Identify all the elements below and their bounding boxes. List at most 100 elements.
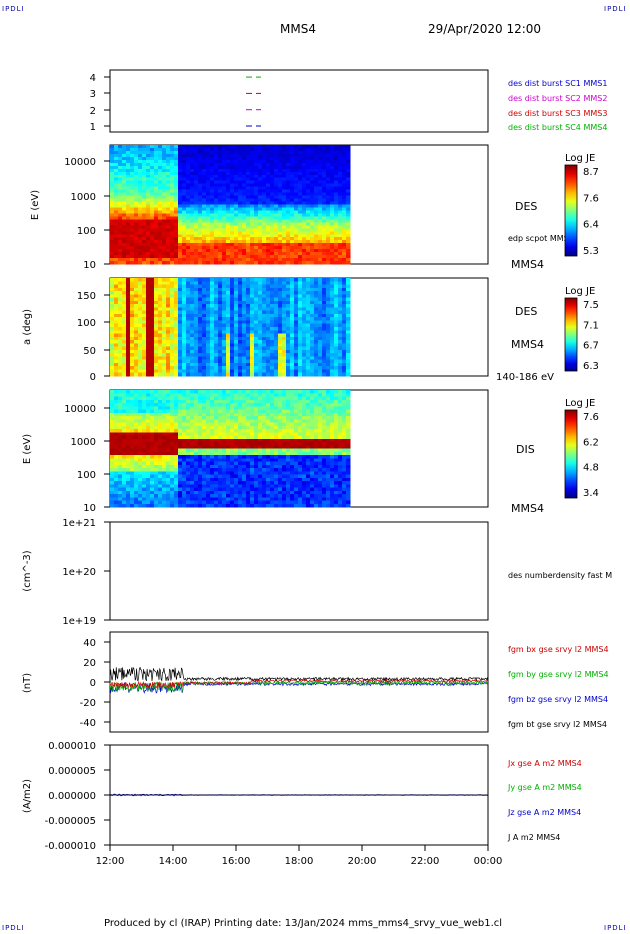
des-pitch-cell [302,320,307,325]
des-pitch-cell [182,362,187,367]
des-pitch-cell [334,287,339,292]
des-energy-cell [242,156,247,161]
des-pitch-cell [290,307,295,312]
des-pitch-cell [150,343,155,348]
des-energy-cell [194,180,199,185]
des-pitch-cell [118,349,123,354]
des-energy-cell [242,201,247,206]
dis-energy-cell [182,445,187,450]
dis-energy-cell [178,490,183,495]
des-energy-cell [242,246,247,250]
des-energy-cell [198,168,203,173]
des-energy-cell [142,225,147,229]
des-pitch-cell [254,333,259,338]
dis-energy-cell [134,406,139,411]
des-energy-cell [302,255,307,259]
des-energy-cell [334,165,339,170]
des-energy-cell [218,246,223,250]
des-energy-cell [238,213,243,218]
des-pitch-cell [122,359,127,364]
des-energy-cell [206,252,211,256]
des-energy-cell [114,240,119,244]
dis-energy-cell [122,458,127,463]
des-energy-cell [174,201,179,206]
des-energy-cell [118,240,123,244]
des-energy-cell [258,162,263,167]
des-energy-cell [270,145,275,149]
des-energy-cell [334,174,339,179]
des-pitch-cell [302,369,307,374]
des-pitch-cell [302,346,307,351]
des-energy-cell [138,162,143,167]
des-pitch-cell [226,356,231,361]
des-pitch-cell [254,330,259,335]
des-pitch-cell [150,366,155,371]
des-energy-cell [322,153,327,158]
des-pitch-cell [250,369,255,374]
dis-energy-cell [114,451,119,456]
des-pitch-cell [246,323,251,328]
des-energy-cell [170,240,175,244]
des-pitch-cell [346,333,351,338]
des-pitch-cell [226,297,231,302]
des-pitch-cell [330,343,335,348]
dis-energy-cell [186,494,191,498]
des-energy-cell [342,192,347,197]
dis-energy-cell [134,464,139,469]
des-pitch-cell [302,307,307,312]
des-pitch-cell [302,353,307,357]
des-energy-cell [170,210,175,215]
des-energy-cell [238,261,243,265]
des-energy-cell [334,252,339,256]
des-pitch-cell [226,310,231,315]
dis-energy-cell [162,455,167,459]
dis-energy-cell [134,399,139,404]
des-pitch-cell [322,294,327,299]
des-energy-cell [270,204,275,209]
des-energy-cell [182,204,187,209]
des-energy-cell [286,186,291,191]
des-energy-cell [166,147,171,152]
des-pitch-cell [182,323,187,328]
des-energy-cell [302,168,307,173]
des-pitch-cell [130,340,135,344]
dis-energy-cell [162,461,167,466]
des-energy-cell [210,246,215,250]
des-energy-cell [318,231,323,235]
des-pitch-cell [294,353,299,357]
des-energy-cell [182,234,187,238]
des-energy-cell [322,243,327,247]
des-pitch-cell [174,320,179,325]
dis-energy-cell [190,429,195,433]
des-pitch-cell [326,310,331,315]
des-energy-cell [226,168,231,173]
des-pitch-cell [342,291,347,295]
des-energy-cell [206,162,211,167]
des-pitch-cell [238,310,243,315]
des-energy-cell [138,150,143,155]
des-pitch-cell [330,287,335,292]
des-energy-cell [310,150,315,155]
des-pitch-cell [146,320,151,325]
des-energy-cell [138,207,143,212]
des-pitch-cell [118,369,123,374]
des-pitch-cell [238,307,243,312]
des-energy-cell [270,240,275,244]
des-pitch-cell [186,372,191,377]
des-energy-cell [194,204,199,209]
des-energy-cell [190,258,195,262]
des-pitch-cell [166,300,171,305]
des-energy-cell [278,219,283,223]
des-energy-cell [138,147,143,152]
dis-energy-cell [186,500,191,505]
des-energy-cell [202,174,207,179]
des-energy-cell [262,162,267,167]
des-pitch-cell [234,287,239,292]
des-energy-cell [134,183,139,188]
des-energy-cell [118,171,123,176]
des-pitch-cell [182,281,187,286]
des-pitch-cell [234,346,239,351]
des-energy-cell [282,189,287,194]
des-pitch-cell [166,327,171,331]
dis-energy-cell [114,416,119,420]
